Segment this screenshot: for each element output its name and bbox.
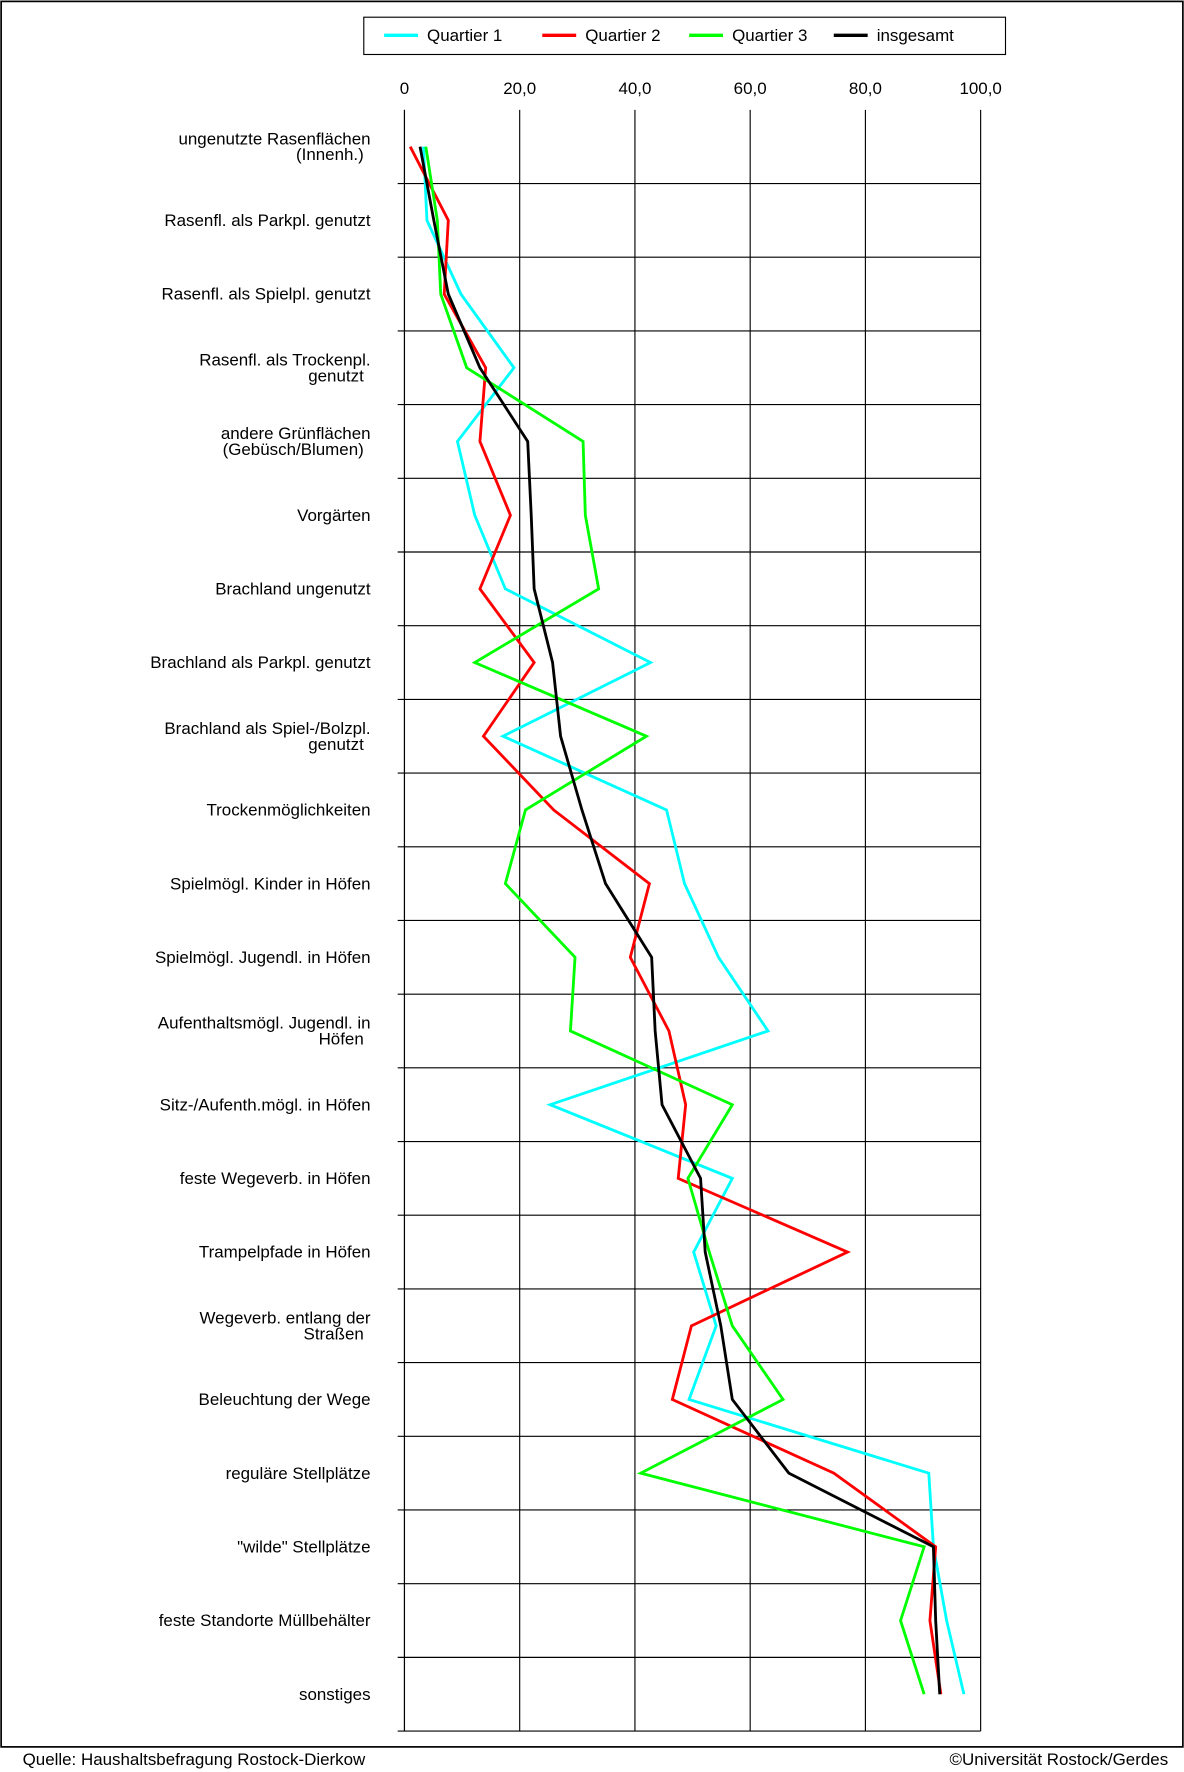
y-tick-label: Rasenfl. als Spielpl. genutzt (162, 285, 371, 304)
y-tick-label: Brachland ungenutzt (215, 579, 371, 598)
y-tick-label: sonstiges (299, 1685, 371, 1704)
y-tick-label: Spielmögl. Jugendl. in Höfen (155, 948, 371, 967)
series-line (422, 146, 966, 1695)
y-tick-label: Brachland als Spiel-/Bolzpl. genutzt (164, 719, 370, 754)
x-tick-label: 60,0 (734, 79, 767, 98)
copyright: ©Universität Rostock/Gerdes (950, 1750, 1169, 1769)
x-tick-label: 0 (400, 79, 409, 98)
y-tick-label: Spielmögl. Kinder in Höfen (170, 874, 371, 893)
source: Quelle: Haushaltsbefragung Rostock-Dierk… (23, 1750, 366, 1769)
y-tick-label: feste Wegeverb. in Höfen (180, 1169, 371, 1188)
x-tick-label: 80,0 (849, 79, 882, 98)
y-tick-label: Wegeverb. entlang der Straßen (200, 1309, 371, 1344)
y-tick-label: andere Grünflächen (Gebüsch/Blumen) (221, 424, 371, 459)
y-tick-label: reguläre Stellplätze (226, 1464, 371, 1483)
y-tick-label: Rasenfl. als Parkpl. genutzt (164, 211, 370, 230)
x-tick-label: 40,0 (618, 79, 651, 98)
legend-label: Quartier 1 (427, 26, 502, 45)
x-tick-label: 20,0 (503, 79, 536, 98)
y-tick-label: Aufenthaltsmögl. Jugendl. in Höfen (158, 1014, 371, 1049)
y-tick-label: Beleuchtung der Wege (199, 1390, 371, 1409)
series-line (418, 146, 942, 1695)
y-tick-label: ungenutzte Rasenflächen (Innenh.) (178, 129, 370, 164)
legend-label: insgesamt (877, 26, 954, 45)
series-line (408, 146, 943, 1695)
series-line (424, 146, 926, 1695)
x-tick-label: 100,0 (959, 79, 1001, 98)
y-tick-label: Brachland als Parkpl. genutzt (150, 653, 371, 672)
legend-label: Quartier 3 (732, 26, 807, 45)
y-tick-label: Sitz-/Aufenth.mögl. in Höfen (160, 1095, 371, 1114)
y-tick-label: feste Standorte Müllbehälter (159, 1611, 371, 1630)
y-tick-label: Trampelpfade in Höfen (199, 1243, 371, 1262)
legend-box (363, 16, 1007, 56)
y-tick-label: Vorgärten (297, 506, 370, 525)
y-tick-label: "wilde" Stellplätze (237, 1537, 370, 1556)
y-tick-label: Trockenmöglichkeiten (206, 801, 370, 820)
legend-label: Quartier 2 (585, 26, 660, 45)
y-tick-label: Rasenfl. als Trockenpl. genutzt (199, 351, 370, 386)
